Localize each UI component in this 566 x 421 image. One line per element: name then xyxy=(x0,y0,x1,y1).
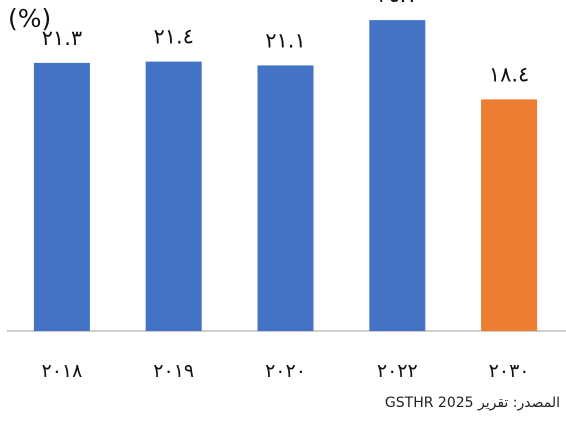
bar-3 xyxy=(369,20,426,331)
x-tick-label-0: ٢٠١٨ xyxy=(41,360,82,382)
bar-2 xyxy=(257,65,314,332)
bar-value-label-1: ٢١.٤ xyxy=(153,25,194,49)
bar-value-label-2: ٢١.١ xyxy=(265,28,306,52)
bar-1 xyxy=(145,61,202,331)
x-tick-label-3: ٢٠٢٢ xyxy=(377,360,418,382)
source-note: المصدر: تقرير GSTHR 2025 xyxy=(384,395,560,411)
unit-label: (%) xyxy=(8,4,52,33)
bar-value-label-3: ٢٤.٧ xyxy=(377,0,418,7)
bar-4 xyxy=(481,99,538,332)
bar-0 xyxy=(33,62,90,332)
x-tick-label-1: ٢٠١٩ xyxy=(153,360,194,382)
bar-value-label-4: ١٨.٤ xyxy=(489,62,530,86)
x-tick-label-2: ٢٠٢٠ xyxy=(265,360,306,382)
x-tick-label-4: ٢٠٣٠ xyxy=(489,360,530,382)
bar-value-label-0: ٢١.٣ xyxy=(42,26,83,50)
